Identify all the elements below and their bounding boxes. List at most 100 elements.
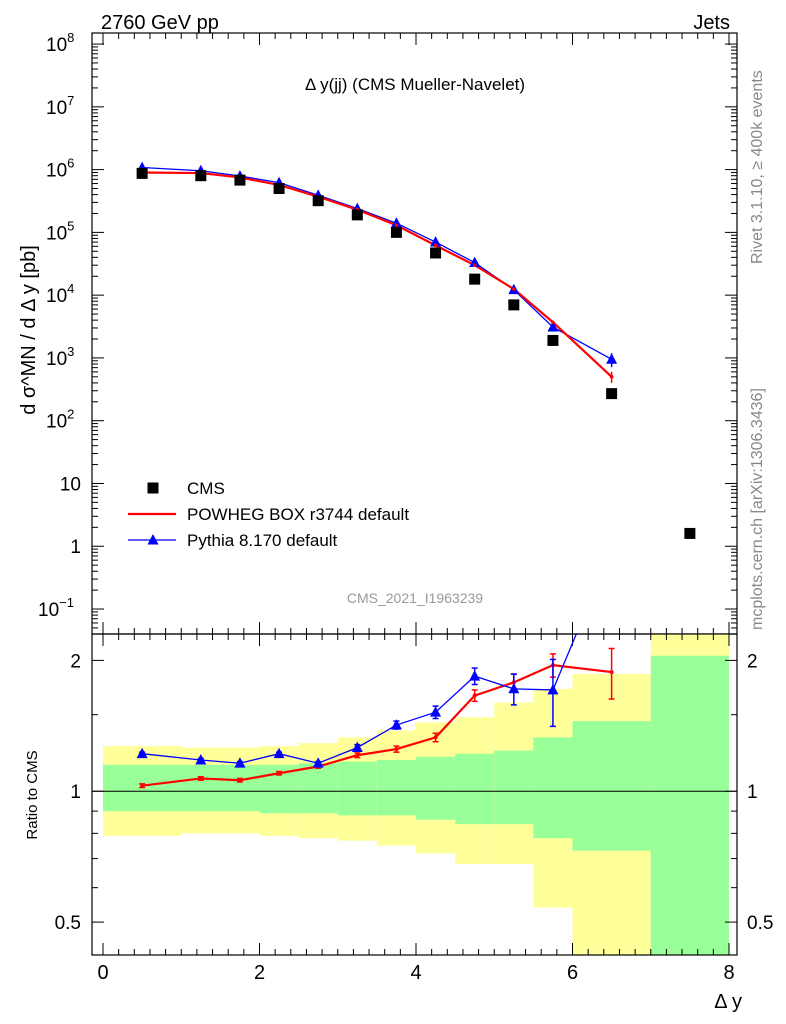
green-band-bin [337, 761, 377, 816]
powheg-ratio-point [609, 670, 614, 675]
green-band-bin [181, 764, 260, 812]
pythia-point [469, 256, 481, 268]
pythia-ratio-point [234, 757, 246, 768]
main-y-tick-label: 106 [46, 156, 74, 182]
pythia-point [390, 217, 402, 228]
cms-point [684, 527, 696, 539]
ratio-data-clipped [136, 543, 617, 789]
rivet-label: Rivet 3.1.10, ≥ 400k events [749, 70, 766, 264]
x-tick-label: 4 [410, 962, 421, 984]
powheg-ratio-point [277, 771, 282, 776]
green-band-bin [376, 759, 416, 816]
main-y-tick-exponent: 4 [67, 281, 74, 296]
powheg-ratio-point [140, 783, 145, 788]
ratio-y-tick-label-left: 0.5 [55, 913, 81, 934]
pythia-ratio-point [136, 747, 148, 759]
powheg-ratio-point [394, 747, 399, 752]
powheg-ratio-line [141, 664, 612, 787]
green-band-bin [572, 721, 651, 851]
energy-label: 2760 GeV pp [101, 12, 219, 34]
main-y-tick-exponent: 2 [67, 407, 74, 422]
powheg-ratio-point [355, 753, 360, 758]
main-y-tick-label: 102 [46, 407, 74, 433]
legend-label: CMS [187, 479, 225, 498]
main-y-tick-exponent: 7 [67, 93, 74, 108]
main-y-tick-label: 104 [46, 281, 74, 307]
green-band-bin [298, 763, 338, 814]
pythia-ratio-point [195, 754, 207, 765]
powheg-ratio-point [198, 776, 203, 781]
powheg-point [512, 287, 516, 291]
pythia-ratio-point [508, 682, 520, 694]
pythia-line [142, 166, 612, 360]
green-band-bin [494, 750, 534, 825]
main-y-tick-label: 10−1 [38, 595, 74, 621]
main-y-tick-exponent: 6 [67, 156, 74, 171]
pythia-ratio-point [312, 757, 324, 768]
cms-point [508, 299, 520, 311]
powheg-point [472, 263, 477, 267]
legend: CMS POWHEG BOX r3744 default Pythia 8.170 … [128, 479, 409, 550]
cms-point [195, 170, 207, 182]
pythia-ratio-point [273, 747, 285, 759]
x-tick-label: 6 [567, 962, 578, 984]
pythia-point [547, 321, 559, 332]
cms-point [469, 273, 481, 285]
pythia-ratio-point [547, 684, 559, 695]
powheg-point [433, 243, 438, 248]
green-band-bin [533, 737, 573, 839]
mcplots-label: mcplots.cern.ch [arXiv:1306.3436] [749, 388, 766, 630]
powheg-ratio-point [472, 693, 477, 698]
powheg-line [142, 171, 613, 378]
legend-label: POWHEG BOX r3744 default [187, 505, 409, 524]
ratio-y-tick-label-right: 2 [747, 651, 758, 672]
main-y-tick-exponent: 3 [67, 344, 74, 359]
pythia-point [606, 353, 618, 364]
green-band-bin [416, 756, 456, 820]
x-axis-label: Δ y [714, 991, 742, 1013]
cms-point [234, 174, 246, 186]
ratio-y-tick-label-right: 0.5 [747, 913, 773, 934]
pythia-ratio-point [390, 719, 402, 730]
ratio-y-axis-label: Ratio to CMS [24, 750, 41, 839]
pythia-point [430, 236, 442, 247]
ratio-y-tick-label-right: 1 [747, 782, 758, 803]
main-y-tick-exponent: 8 [67, 30, 74, 45]
powheg-ratio-point [237, 778, 242, 783]
cms-point [547, 334, 559, 346]
x-tick-label: 2 [254, 962, 265, 984]
ratio-plot-panel: 0 2 4 6 8 0.5 0.5 1 1 2 2 Ratio to CMS Δ y [24, 543, 773, 1013]
cms-point [351, 209, 363, 221]
powheg-ratio-point [433, 735, 438, 740]
main-y-tick-exponent: −1 [59, 595, 74, 610]
green-band-bin [455, 753, 495, 825]
legend-cms-marker [147, 482, 159, 494]
pythia-ratio-point [351, 741, 363, 753]
main-y-tick-label: 103 [46, 344, 74, 370]
main-y-tick-exponent: 5 [67, 218, 74, 233]
x-tick-label: 0 [97, 962, 108, 984]
main-y-tick-label: 10 [60, 474, 81, 495]
legend-label: Pythia 8.170 default [187, 531, 338, 550]
main-plot-panel: Δ y(jj) (CMS Mueller-Navelet) CMS_2021_I… [18, 30, 738, 635]
pythia-ratio-point [469, 670, 481, 681]
green-band-bin [650, 655, 729, 955]
cms-point [606, 388, 618, 400]
main-y-tick-label: 105 [46, 218, 74, 244]
ratio-y-tick-label-left: 1 [70, 782, 81, 803]
pythia-ratio-line [142, 634, 578, 764]
powheg-point [394, 223, 399, 228]
main-y-tick-label: 107 [46, 93, 74, 119]
ratio-y-tick-label-left: 2 [70, 651, 81, 672]
pythia-ratio-point [606, 543, 617, 553]
watermark: CMS_2021_I1963239 [347, 590, 483, 606]
cms-point [312, 195, 324, 207]
category-label: Jets [693, 12, 730, 34]
cms-point [430, 247, 442, 259]
pythia-ratio-point [430, 706, 442, 717]
ratio-frame [91, 633, 738, 956]
main-plot-title: Δ y(jj) (CMS Mueller-Navelet) [305, 75, 525, 94]
main-y-tick-label: 1 [70, 537, 81, 558]
cms-point [136, 167, 148, 179]
